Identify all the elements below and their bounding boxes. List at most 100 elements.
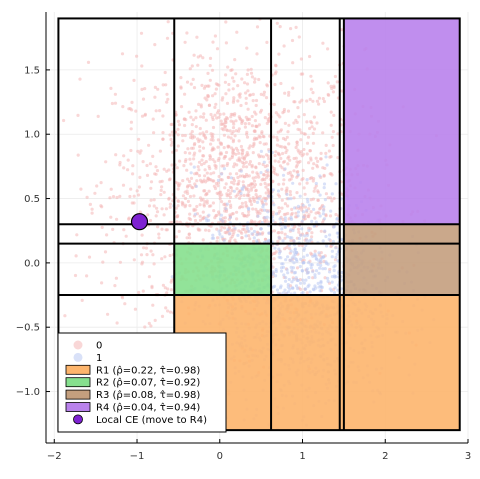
point-class-1 (331, 239, 335, 244)
point-class-0 (237, 156, 241, 160)
point-class-1 (323, 198, 327, 202)
point-class-0 (236, 84, 240, 88)
point-class-0 (151, 117, 155, 121)
point-class-1 (229, 176, 233, 180)
point-class-1 (334, 255, 338, 259)
point-class-0 (328, 267, 332, 272)
point-class-0 (285, 148, 289, 152)
point-class-0 (303, 192, 307, 196)
point-class-0 (235, 187, 239, 191)
legend-marker-3 (65, 377, 91, 388)
point-class-0 (333, 258, 338, 262)
point-class-0 (240, 201, 244, 205)
point-class-0 (204, 228, 208, 232)
point-class-1 (267, 194, 271, 198)
point-class-0 (246, 107, 250, 111)
point-class-0 (191, 77, 195, 81)
point-class-1 (219, 172, 224, 176)
point-class-0 (312, 189, 316, 193)
point-class-0 (251, 196, 255, 200)
point-class-1 (330, 192, 334, 196)
point-class-0 (219, 119, 223, 123)
point-class-1 (259, 171, 263, 175)
point-class-0 (261, 134, 265, 138)
point-class-1 (302, 215, 306, 219)
point-class-0 (315, 165, 320, 169)
point-class-0 (168, 205, 172, 209)
point-class-0 (152, 131, 156, 135)
point-class-1 (314, 181, 318, 186)
point-class-1 (219, 213, 223, 217)
point-class-0 (300, 243, 305, 248)
point-class-0 (160, 207, 164, 211)
point-class-1 (332, 291, 337, 295)
point-class-0 (80, 298, 84, 302)
point-class-0 (176, 204, 180, 208)
point-class-1 (312, 288, 316, 292)
point-class-0 (129, 127, 133, 131)
point-class-0 (193, 151, 197, 155)
point-class-1 (315, 257, 319, 261)
point-class-0 (298, 159, 302, 164)
point-class-1 (326, 276, 330, 280)
point-class-1 (293, 206, 297, 210)
point-class-1 (263, 215, 267, 220)
point-class-0 (189, 82, 193, 86)
point-class-1 (239, 169, 243, 173)
point-class-0 (250, 124, 254, 128)
point-class-0 (238, 174, 242, 178)
point-class-1 (271, 188, 276, 192)
point-class-0 (298, 152, 302, 156)
point-class-0 (309, 87, 313, 91)
point-class-0 (254, 103, 258, 108)
point-class-0 (288, 193, 293, 197)
point-class-0 (167, 178, 172, 182)
point-class-0 (219, 151, 223, 155)
point-class-0 (262, 173, 266, 177)
point-class-0 (176, 127, 180, 131)
point-class-0 (229, 205, 233, 209)
point-class-0 (149, 249, 153, 253)
point-class-0 (257, 162, 261, 166)
point-class-0 (185, 168, 189, 172)
point-class-0 (143, 112, 147, 116)
point-class-0 (124, 234, 128, 238)
point-class-1 (286, 271, 290, 275)
point-class-0 (265, 121, 269, 125)
point-class-1 (325, 244, 329, 248)
point-class-0 (328, 196, 333, 200)
point-class-0 (216, 109, 221, 113)
point-class-0 (188, 212, 192, 216)
point-class-1 (278, 217, 282, 221)
point-class-0 (109, 187, 113, 191)
point-class-1 (320, 285, 324, 289)
point-class-1 (332, 265, 336, 269)
point-class-0 (201, 197, 205, 201)
point-class-0 (299, 131, 303, 135)
point-class-0 (122, 166, 126, 170)
point-class-1 (255, 233, 259, 237)
point-class-0 (324, 143, 328, 147)
point-class-1 (289, 249, 293, 253)
point-class-0 (178, 159, 182, 163)
point-class-0 (246, 68, 250, 72)
point-class-1 (288, 258, 292, 262)
point-class-0 (277, 206, 281, 210)
point-class-0 (161, 283, 165, 287)
point-class-0 (211, 94, 215, 98)
point-class-0 (257, 175, 261, 179)
point-class-1 (299, 233, 303, 237)
point-class-1 (328, 270, 332, 274)
point-class-0 (187, 216, 191, 220)
point-class-0 (163, 255, 167, 259)
point-class-0 (167, 168, 171, 172)
point-class-1 (263, 208, 267, 212)
point-class-0 (201, 56, 205, 60)
point-class-1 (245, 226, 249, 231)
point-class-0 (240, 231, 244, 235)
point-class-0 (132, 194, 136, 198)
point-class-0 (286, 162, 290, 166)
point-class-0 (230, 155, 234, 160)
point-class-0 (176, 187, 180, 191)
point-class-0 (251, 207, 255, 211)
